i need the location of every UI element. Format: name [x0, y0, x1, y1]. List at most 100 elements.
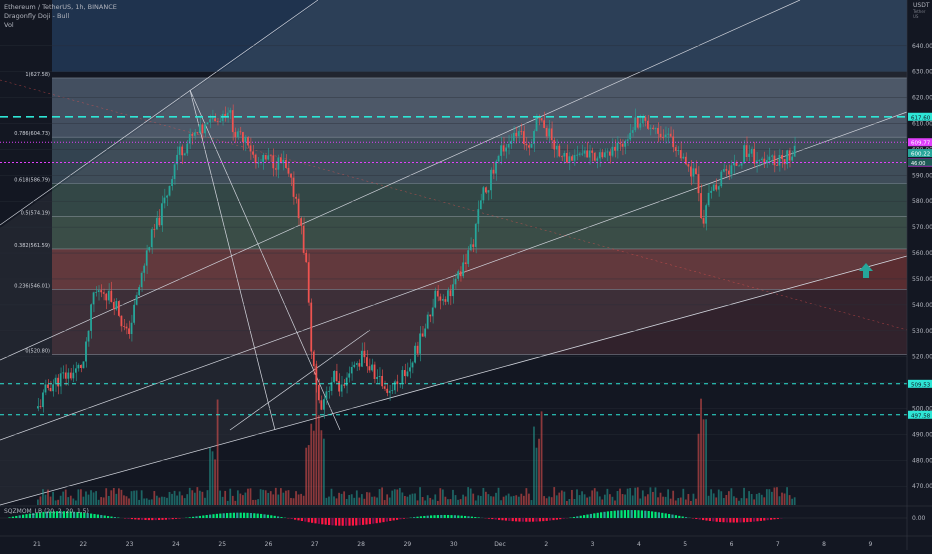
volume-bar — [751, 494, 753, 505]
sqzmom-bar — [148, 518, 150, 520]
volume-bar — [599, 496, 601, 505]
sqzmom-bar — [478, 517, 480, 518]
candle-body — [561, 156, 563, 157]
sqzmom-bar — [110, 517, 112, 518]
volume-bar — [196, 487, 198, 505]
volume-bar — [632, 495, 634, 505]
candle-body — [622, 144, 624, 147]
sqzmom-bar — [413, 517, 415, 518]
x-tick-6: 6 — [730, 541, 734, 548]
candle-body — [604, 152, 606, 157]
sqzmom-bar — [97, 515, 99, 518]
volume-bar — [229, 489, 231, 505]
candle-body — [158, 218, 160, 225]
candle-body — [429, 315, 431, 317]
candle-body — [713, 185, 715, 191]
volume-bar — [72, 499, 74, 505]
x-tick-3: 3 — [591, 541, 595, 548]
volume-bar — [313, 431, 315, 505]
sqzmom-bar — [437, 515, 439, 518]
volume-bar — [652, 492, 654, 505]
volume-bar — [153, 491, 155, 505]
volume-bar — [650, 487, 652, 505]
x-tick-28: 28 — [357, 541, 365, 548]
volume-bar — [265, 490, 267, 505]
volume-bar — [100, 497, 102, 505]
candle-body — [242, 132, 244, 142]
volume-bar — [591, 490, 593, 505]
sqzmom-bar — [736, 518, 738, 523]
volume-bar — [447, 499, 449, 505]
volume-bar — [143, 499, 145, 505]
candle-body — [118, 301, 120, 316]
volume-bar — [70, 496, 72, 505]
volume-bar — [179, 491, 181, 505]
x-tick-26: 26 — [265, 541, 273, 548]
sqzmom-bar — [416, 517, 418, 518]
candle-body — [627, 139, 629, 140]
sqzmom-bar — [739, 518, 741, 522]
volume-bar — [569, 499, 571, 505]
candle-body — [272, 155, 274, 168]
sqzmom-bar — [328, 518, 330, 525]
volume-bar — [85, 491, 87, 505]
sqzmom-bar — [199, 516, 201, 518]
sqzmom-bar — [433, 515, 435, 518]
sqzmom-bar — [104, 516, 106, 518]
sqzmom-bar — [529, 518, 531, 522]
candle-body — [642, 117, 644, 123]
candle-body — [634, 117, 636, 130]
candle-body — [493, 170, 495, 174]
volume-bar — [450, 499, 452, 505]
volume-bar — [538, 439, 540, 505]
volume-bar — [442, 489, 444, 505]
volume-bar — [579, 495, 581, 505]
volume-bar — [50, 497, 52, 505]
sqzmom-bar — [212, 514, 214, 518]
volume-bar — [115, 494, 117, 505]
candle-body — [52, 384, 54, 391]
candle-body — [386, 389, 388, 393]
sqzmom-bar — [777, 518, 779, 519]
sqzmom-bar — [695, 518, 697, 519]
x-tick-2: 2 — [544, 541, 548, 548]
candle-body — [348, 373, 350, 377]
candle-body — [351, 367, 353, 373]
candle-body — [237, 131, 239, 137]
volume-bar — [439, 488, 441, 505]
sqzmom-bar — [607, 511, 609, 518]
sqzmom-bar — [294, 518, 296, 520]
sqzmom-bar — [491, 518, 493, 519]
y-tick-640: 640.00 — [912, 43, 932, 50]
chart-title: Ethereum / TetherUS, 1h, BINANCE — [4, 3, 117, 12]
volume-bar — [728, 491, 730, 505]
volume-bar — [536, 448, 538, 505]
volume-bar — [495, 493, 497, 505]
sqzmom-bar — [369, 518, 371, 524]
volume-bar — [242, 495, 244, 505]
volume-bar — [642, 490, 644, 505]
sqzmom-bar — [355, 518, 357, 525]
volume-bar — [601, 499, 603, 505]
x-tick-9: 9 — [868, 541, 872, 548]
volume-bar — [364, 499, 366, 505]
sqzmom-bar — [175, 518, 177, 519]
candle-body — [746, 145, 748, 157]
candle-body — [779, 155, 781, 166]
sqzmom-bar — [729, 518, 731, 522]
volume-bar — [166, 498, 168, 505]
volume-bar — [644, 496, 646, 505]
volume-bar — [693, 494, 695, 505]
candle-body — [566, 153, 568, 163]
sqzmom-bar — [216, 514, 218, 518]
x-tick-24: 24 — [172, 541, 180, 548]
candle-body — [270, 155, 272, 156]
volume-bar — [209, 448, 211, 505]
sqzmom-bar — [372, 518, 374, 524]
volume-bar — [639, 498, 641, 505]
candle-body — [675, 147, 677, 151]
sqzmom-bar — [423, 516, 425, 518]
volume-bar — [452, 490, 454, 505]
candle-body — [164, 198, 166, 204]
